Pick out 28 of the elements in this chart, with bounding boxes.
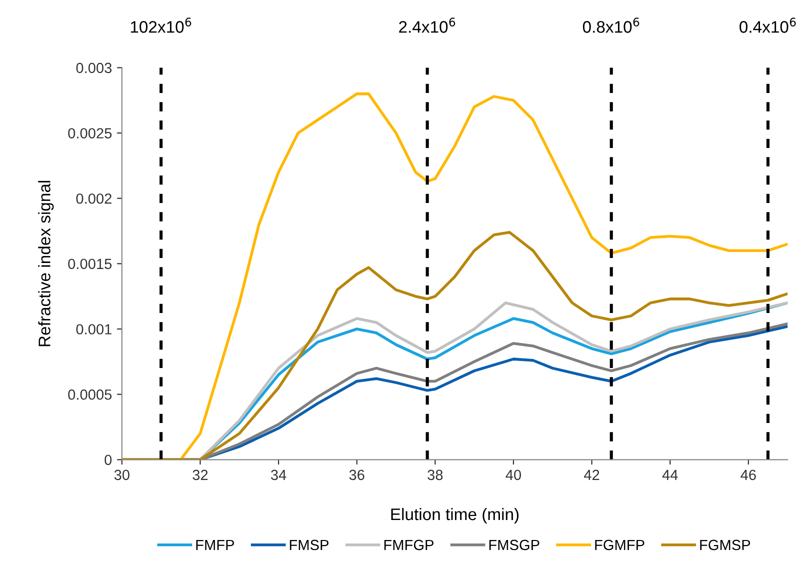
x-tick-label: 30	[114, 470, 130, 480]
ref-line-label: 0.8x10$^{6}$	[582, 18, 640, 33]
legend-label: FMFGP	[384, 540, 434, 550]
y-axis-title: Refractive index signal	[38, 180, 54, 346]
x-tick-label: 36	[349, 470, 364, 480]
x-tick-label: 46	[740, 470, 756, 480]
legend-label: FGMFP	[595, 540, 644, 550]
y-tick-label: 0.0025	[68, 128, 112, 138]
y-tick-label: 0.001	[76, 324, 112, 334]
y-tick-label: 0	[104, 454, 112, 466]
x-tick-label: 44	[662, 470, 678, 480]
y-tick-label: 0.002	[76, 193, 112, 204]
ref-line-label: 0.4x10$^{6}$	[740, 18, 796, 33]
x-tick-label: 32	[192, 470, 208, 480]
y-tick-label: 0.0005	[68, 389, 112, 400]
y-tick-label: 0.0015	[68, 258, 112, 270]
ref-line-label: 102x10$^{6}$	[130, 18, 192, 33]
legend-label: FMSP	[290, 540, 328, 550]
legend-label: FMFP	[196, 540, 234, 550]
ref-line-label: 2.4x10$^{6}$	[399, 18, 456, 33]
y-tick-label: 0.003	[76, 62, 112, 74]
x-tick-label: 40	[506, 470, 522, 480]
x-axis-title: Elution time (min)	[391, 508, 519, 524]
legend-label: FGMSP	[700, 540, 750, 550]
x-tick-label: 38	[428, 470, 443, 480]
legend-label: FMSGP	[489, 540, 540, 550]
x-tick-label: 42	[584, 470, 600, 480]
x-tick-label: 34	[270, 470, 286, 480]
